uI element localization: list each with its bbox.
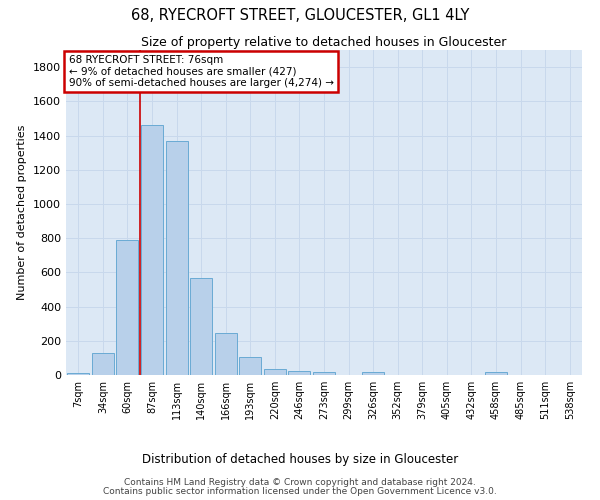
Y-axis label: Number of detached properties: Number of detached properties: [17, 125, 28, 300]
Bar: [92, 353, 114, 375]
Bar: [215, 333, 237, 375]
Bar: [67, 374, 89, 375]
Bar: [313, 372, 335, 375]
Text: Contains HM Land Registry data © Crown copyright and database right 2024.: Contains HM Land Registry data © Crown c…: [124, 478, 476, 487]
Bar: [141, 126, 163, 375]
Bar: [116, 240, 139, 375]
Bar: [239, 357, 262, 375]
Bar: [289, 370, 310, 375]
Text: Contains public sector information licensed under the Open Government Licence v3: Contains public sector information licen…: [103, 487, 497, 496]
Text: Distribution of detached houses by size in Gloucester: Distribution of detached houses by size …: [142, 452, 458, 466]
Bar: [190, 278, 212, 375]
Bar: [166, 140, 188, 375]
Bar: [264, 369, 286, 375]
Text: 68, RYECROFT STREET, GLOUCESTER, GL1 4LY: 68, RYECROFT STREET, GLOUCESTER, GL1 4LY: [131, 8, 469, 22]
Bar: [485, 372, 507, 375]
Text: 68 RYECROFT STREET: 76sqm
← 9% of detached houses are smaller (427)
90% of semi-: 68 RYECROFT STREET: 76sqm ← 9% of detach…: [68, 55, 334, 88]
Title: Size of property relative to detached houses in Gloucester: Size of property relative to detached ho…: [142, 36, 506, 49]
Bar: [362, 372, 384, 375]
